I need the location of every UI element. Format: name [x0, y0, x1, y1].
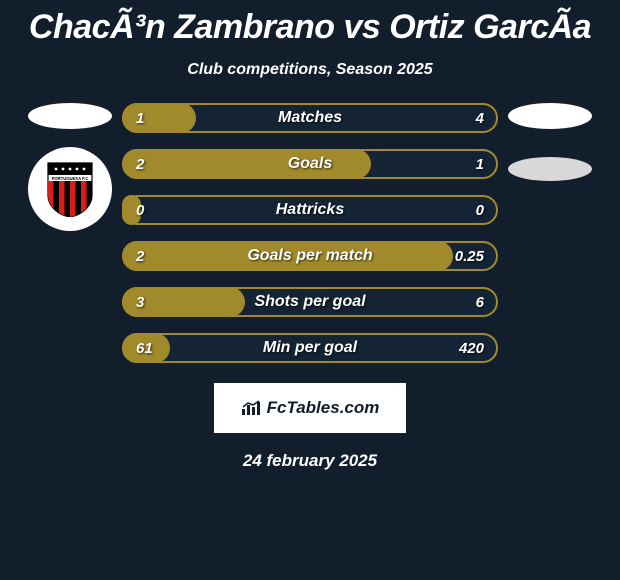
bar-goals: 2 Goals 1 — [122, 149, 498, 179]
page-title: ChacÃ³n Zambrano vs Ortiz GarcÃ­a — [0, 0, 620, 47]
bar-label: Goals per match — [124, 243, 496, 269]
bar-right-value: 0 — [476, 197, 484, 223]
bar-matches: 1 Matches 4 — [122, 103, 498, 133]
bar-right-value: 6 — [476, 289, 484, 315]
svg-text:PORTUGUESA F.C: PORTUGUESA F.C — [52, 176, 89, 181]
footer-date: 24 february 2025 — [0, 451, 620, 471]
left-blank-ellipse — [28, 103, 112, 129]
bar-label: Goals — [124, 151, 496, 177]
bar-goals-per-match: 2 Goals per match 0.25 — [122, 241, 498, 271]
subtitle: Club competitions, Season 2025 — [0, 61, 620, 79]
bar-right-value: 420 — [459, 335, 484, 361]
left-side: PORTUGUESA F.C — [18, 103, 122, 363]
comparison-bars: 1 Matches 4 2 Goals 1 0 Hattricks 0 2 Go… — [122, 103, 498, 363]
bar-min-per-goal: 61 Min per goal 420 — [122, 333, 498, 363]
footer-brand-badge: FcTables.com — [214, 383, 406, 433]
bar-right-value: 0.25 — [455, 243, 484, 269]
right-blank-ellipse-2 — [508, 157, 592, 181]
bar-hattricks: 0 Hattricks 0 — [122, 195, 498, 225]
right-blank-ellipse-1 — [508, 103, 592, 129]
left-club-badge: PORTUGUESA F.C — [28, 147, 112, 231]
bar-shots-per-goal: 3 Shots per goal 6 — [122, 287, 498, 317]
bar-label: Shots per goal — [124, 289, 496, 315]
bar-right-value: 1 — [476, 151, 484, 177]
bar-label: Min per goal — [124, 335, 496, 361]
comparison-content: PORTUGUESA F.C 1 — [0, 103, 620, 363]
footer-brand-text: FcTables.com — [267, 398, 380, 418]
bar-label: Matches — [124, 105, 496, 131]
portuguesa-badge-icon: PORTUGUESA F.C — [46, 161, 94, 217]
right-side — [498, 103, 602, 363]
bar-label: Hattricks — [124, 197, 496, 223]
chart-icon — [241, 400, 261, 416]
bar-right-value: 4 — [476, 105, 484, 131]
